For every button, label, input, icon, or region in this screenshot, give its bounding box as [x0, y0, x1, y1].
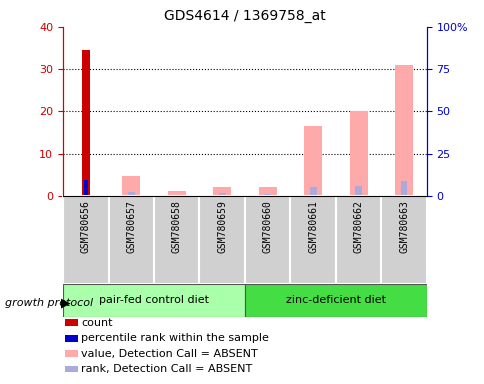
Bar [309, 187, 316, 196]
Bar [122, 175, 140, 196]
Bar [244, 284, 426, 317]
Bar [173, 195, 180, 196]
Bar [153, 196, 199, 284]
Text: count: count [81, 318, 113, 328]
Bar [63, 196, 108, 284]
Bar [83, 180, 88, 196]
Text: pair-fed control diet: pair-fed control diet [99, 295, 209, 306]
Bar [218, 193, 225, 196]
Title: GDS4614 / 1369758_at: GDS4614 / 1369758_at [164, 9, 325, 23]
Text: value, Detection Call = ABSENT: value, Detection Call = ABSENT [81, 349, 257, 359]
Text: percentile rank within the sample: percentile rank within the sample [81, 333, 269, 343]
Text: GSM780660: GSM780660 [262, 200, 272, 253]
Bar [264, 194, 271, 196]
Text: GSM780661: GSM780661 [307, 200, 318, 253]
Bar [303, 126, 321, 196]
Bar [199, 196, 244, 284]
Bar [258, 187, 276, 196]
Bar [290, 196, 335, 284]
Text: GSM780659: GSM780659 [217, 200, 227, 253]
Text: ▶: ▶ [60, 297, 70, 310]
Bar [244, 196, 290, 284]
Bar [335, 196, 380, 284]
Text: GSM780656: GSM780656 [81, 200, 91, 253]
Text: GSM780663: GSM780663 [398, 200, 408, 253]
Bar [108, 196, 153, 284]
Bar [128, 192, 135, 196]
Bar [167, 191, 185, 196]
Text: rank, Detection Call = ABSENT: rank, Detection Call = ABSENT [81, 364, 252, 374]
Text: GSM780657: GSM780657 [126, 200, 136, 253]
Text: growth protocol: growth protocol [5, 298, 93, 308]
Bar [354, 186, 361, 196]
Bar [63, 284, 244, 317]
Bar [380, 196, 426, 284]
Bar [394, 65, 412, 196]
Bar [81, 50, 90, 196]
Text: GSM780658: GSM780658 [171, 200, 182, 253]
Bar [212, 187, 231, 196]
Bar [349, 111, 367, 196]
Text: zinc-deficient diet: zinc-deficient diet [285, 295, 385, 306]
Bar [400, 182, 407, 196]
Text: GSM780662: GSM780662 [353, 200, 363, 253]
